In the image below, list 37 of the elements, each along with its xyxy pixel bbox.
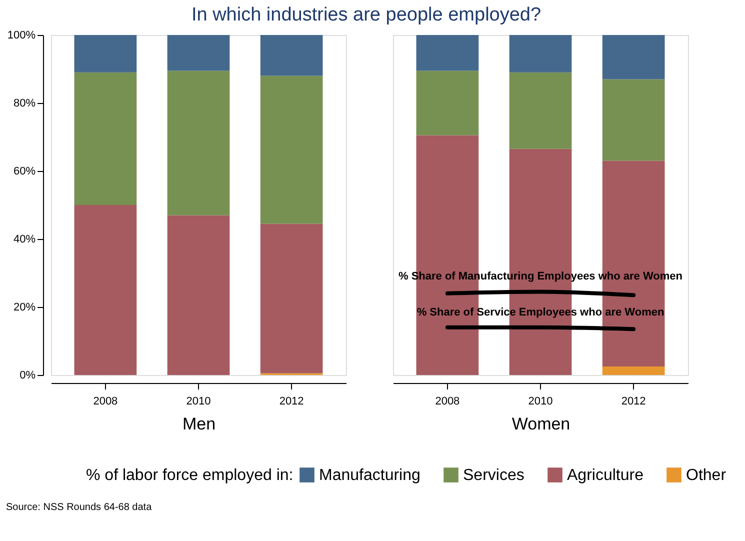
x-tick-label: 2010 xyxy=(528,396,553,408)
bar xyxy=(602,79,665,161)
x-tick-label: 2010 xyxy=(186,396,211,408)
y-tick-label: 60% xyxy=(13,166,36,178)
bar xyxy=(416,35,479,71)
bar xyxy=(602,366,665,375)
legend-label: Services xyxy=(463,467,524,484)
bar xyxy=(416,70,479,136)
x-tick-label: 2008 xyxy=(93,396,118,408)
bar xyxy=(74,35,137,72)
y-tick-label: 40% xyxy=(13,234,36,246)
legend-label: Other xyxy=(686,467,727,484)
legend-label: Agriculture xyxy=(567,467,644,484)
legend-label: Manufacturing xyxy=(319,467,420,484)
x-tick-label: 2008 xyxy=(435,396,460,408)
bar xyxy=(167,70,230,216)
legend-title: % of labor force employed in: xyxy=(86,467,294,484)
x-tick-label: 2012 xyxy=(279,396,304,408)
y-tick-label: 80% xyxy=(13,98,36,110)
bar xyxy=(602,35,665,80)
x-tick-label: 2012 xyxy=(621,396,646,408)
chart-title: In which industries are people employed? xyxy=(191,4,542,26)
x-axis-title: Women xyxy=(512,414,570,434)
y-tick-label: 20% xyxy=(13,302,36,314)
bar xyxy=(74,72,137,205)
source-note: Source: NSS Rounds 64-68 data xyxy=(6,502,152,513)
bar xyxy=(260,76,323,224)
bar xyxy=(74,205,137,375)
y-tick-label: 0% xyxy=(20,370,36,382)
bar xyxy=(509,72,572,149)
bar xyxy=(509,35,572,72)
bar xyxy=(167,35,230,71)
bar xyxy=(167,215,230,375)
y-tick-label: 100% xyxy=(7,30,36,42)
x-axis-title: Men xyxy=(182,414,216,434)
bar xyxy=(260,224,323,374)
bar xyxy=(260,35,323,76)
